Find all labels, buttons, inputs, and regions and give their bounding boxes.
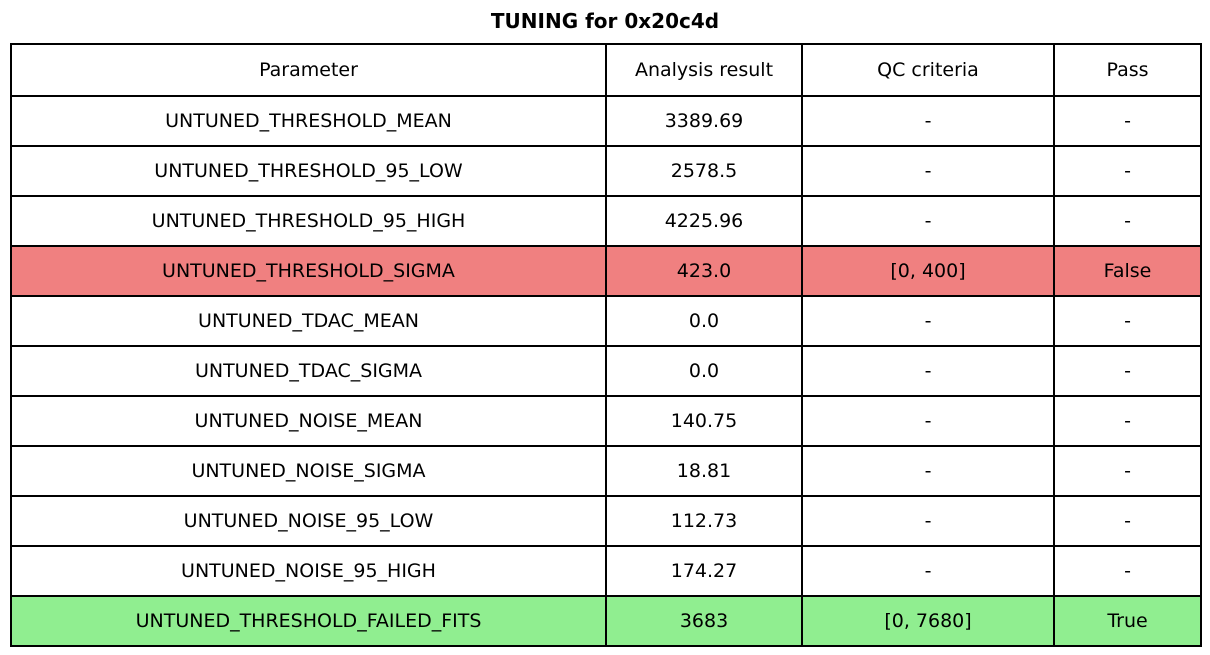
cell-parameter: UNTUNED_NOISE_95_HIGH xyxy=(10,545,607,597)
table-row: UNTUNED_THRESHOLD_SIGMA 423.0 [0, 400] F… xyxy=(10,245,1202,297)
cell-pass: - xyxy=(1053,495,1202,547)
col-header-qc-criteria: QC criteria xyxy=(801,43,1055,97)
cell-parameter: UNTUNED_THRESHOLD_FAILED_FITS xyxy=(10,595,607,647)
cell-parameter: UNTUNED_NOISE_SIGMA xyxy=(10,445,607,497)
table-row: UNTUNED_NOISE_MEAN 140.75 - - xyxy=(10,395,1202,447)
table-row: UNTUNED_NOISE_95_HIGH 174.27 - - xyxy=(10,545,1202,597)
cell-analysis-result: 140.75 xyxy=(605,395,803,447)
cell-qc-criteria: - xyxy=(801,345,1055,397)
cell-parameter: UNTUNED_NOISE_MEAN xyxy=(10,395,607,447)
chart-title: TUNING for 0x20c4d xyxy=(490,9,720,33)
cell-pass: - xyxy=(1053,395,1202,447)
cell-qc-criteria: - xyxy=(801,95,1055,147)
cell-pass: - xyxy=(1053,445,1202,497)
cell-qc-criteria: - xyxy=(801,195,1055,247)
cell-pass: False xyxy=(1053,245,1202,297)
cell-pass: - xyxy=(1053,195,1202,247)
cell-analysis-result: 2578.5 xyxy=(605,145,803,197)
cell-qc-criteria: - xyxy=(801,395,1055,447)
table-row: UNTUNED_TDAC_MEAN 0.0 - - xyxy=(10,295,1202,347)
table-header-row: Parameter Analysis result QC criteria Pa… xyxy=(10,43,1202,97)
table-row: UNTUNED_TDAC_SIGMA 0.0 - - xyxy=(10,345,1202,397)
cell-pass: - xyxy=(1053,95,1202,147)
cell-pass: - xyxy=(1053,145,1202,197)
cell-analysis-result: 3389.69 xyxy=(605,95,803,147)
cell-qc-criteria: - xyxy=(801,495,1055,547)
cell-qc-criteria: [0, 400] xyxy=(801,245,1055,297)
cell-analysis-result: 112.73 xyxy=(605,495,803,547)
cell-qc-criteria: - xyxy=(801,545,1055,597)
cell-analysis-result: 174.27 xyxy=(605,545,803,597)
cell-pass: True xyxy=(1053,595,1202,647)
cell-analysis-result: 18.81 xyxy=(605,445,803,497)
cell-qc-criteria: - xyxy=(801,295,1055,347)
col-header-pass: Pass xyxy=(1053,43,1202,97)
cell-parameter: UNTUNED_THRESHOLD_MEAN xyxy=(10,95,607,147)
cell-pass: - xyxy=(1053,345,1202,397)
cell-pass: - xyxy=(1053,295,1202,347)
cell-qc-criteria: [0, 7680] xyxy=(801,595,1055,647)
cell-analysis-result: 0.0 xyxy=(605,345,803,397)
cell-qc-criteria: - xyxy=(801,445,1055,497)
cell-parameter: UNTUNED_THRESHOLD_95_LOW xyxy=(10,145,607,197)
table-row: UNTUNED_NOISE_SIGMA 18.81 - - xyxy=(10,445,1202,497)
table-row: UNTUNED_THRESHOLD_95_LOW 2578.5 - - xyxy=(10,145,1202,197)
cell-analysis-result: 4225.96 xyxy=(605,195,803,247)
qc-table: Parameter Analysis result QC criteria Pa… xyxy=(10,43,1202,647)
cell-parameter: UNTUNED_NOISE_95_LOW xyxy=(10,495,607,547)
cell-analysis-result: 3683 xyxy=(605,595,803,647)
cell-parameter: UNTUNED_TDAC_SIGMA xyxy=(10,345,607,397)
table-row: UNTUNED_THRESHOLD_MEAN 3389.69 - - xyxy=(10,95,1202,147)
table-row: UNTUNED_THRESHOLD_95_HIGH 4225.96 - - xyxy=(10,195,1202,247)
cell-qc-criteria: - xyxy=(801,145,1055,197)
table-row: UNTUNED_THRESHOLD_FAILED_FITS 3683 [0, 7… xyxy=(10,595,1202,647)
cell-pass: - xyxy=(1053,545,1202,597)
col-header-analysis-result: Analysis result xyxy=(605,43,803,97)
cell-analysis-result: 423.0 xyxy=(605,245,803,297)
cell-analysis-result: 0.0 xyxy=(605,295,803,347)
cell-parameter: UNTUNED_THRESHOLD_SIGMA xyxy=(10,245,607,297)
table-row: UNTUNED_NOISE_95_LOW 112.73 - - xyxy=(10,495,1202,547)
cell-parameter: UNTUNED_THRESHOLD_95_HIGH xyxy=(10,195,607,247)
cell-parameter: UNTUNED_TDAC_MEAN xyxy=(10,295,607,347)
col-header-parameter: Parameter xyxy=(10,43,607,97)
